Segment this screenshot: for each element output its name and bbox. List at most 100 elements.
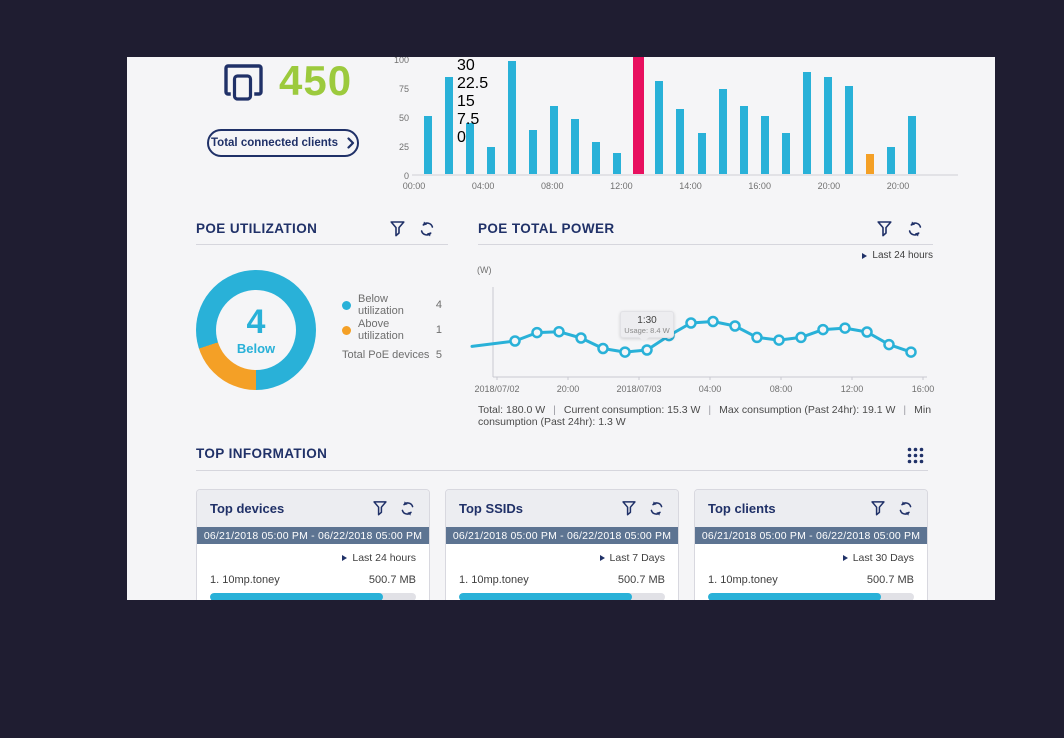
card-refresh-icon[interactable] [399, 500, 416, 517]
top-card-1: Top SSIDs 06/21/2018 05:00 PM - 06/22/201… [445, 489, 679, 600]
chevron-right-icon [347, 137, 355, 149]
donut-center: 4 Below [216, 290, 296, 370]
bar-8 [592, 141, 601, 174]
poe-total-power-refresh-icon[interactable] [906, 219, 926, 239]
stat-item: Current consumption: 15.3 W [563, 404, 701, 416]
data-point [597, 342, 609, 355]
data-point [707, 315, 719, 328]
poe-total-power-filter-icon[interactable] [876, 219, 896, 239]
poe-total-power-period-selector[interactable]: Last 24 hours [833, 250, 933, 261]
data-point [817, 323, 829, 336]
card-refresh-icon[interactable] [648, 500, 665, 517]
card-progress-track [210, 593, 416, 600]
power-x-tick: 16:00 [911, 384, 935, 394]
stats-separator: | [903, 404, 907, 416]
card-title: Top devices [210, 501, 285, 516]
power-y-tick: 22.5 [457, 75, 489, 92]
power-y-tick: 15 [457, 93, 475, 110]
power-chart-y-axis: 30 22.5 15 7.5 0 [457, 57, 488, 397]
card-entry-label: 1. 10mp.toney [708, 574, 778, 586]
power-x-tick: 12:00 [840, 384, 864, 394]
data-point [575, 332, 587, 344]
power-x-tick: 04:00 [698, 384, 722, 394]
donut-center-value: 4 [246, 302, 266, 341]
card-header: Top SSIDs [446, 490, 678, 527]
data-point [553, 325, 565, 338]
bar-10 [632, 57, 644, 174]
play-icon [842, 555, 848, 561]
bar-9 [613, 153, 622, 174]
card-entry-label: 1. 10mp.toney [459, 574, 529, 586]
card-progress-fill [708, 593, 882, 600]
dashboard-panel: 450 Total connected clients 100 75 50 25 0 0… [127, 57, 995, 600]
top-card-0: Top devices 06/21/2018 05:00 PM - 06/22/2… [196, 489, 430, 600]
total-connected-clients-label: Total connected clients [211, 137, 338, 149]
power-x-tick: 2018/07/03 [616, 384, 662, 394]
bar-3 [487, 147, 496, 174]
devices-icon [224, 64, 266, 107]
data-point [839, 322, 851, 334]
bar-19 [823, 76, 832, 174]
data-point [883, 338, 895, 351]
power-y-tick: 30 [457, 57, 475, 74]
data-point [729, 320, 741, 332]
grid-view-icon[interactable] [906, 445, 926, 465]
bar-2 [466, 122, 475, 174]
data-point [795, 331, 807, 344]
bar-12 [676, 109, 685, 174]
legend-item: Below utilization 4 [342, 293, 442, 317]
poe-total-power-stats: Total: 180.0 W | Current consumption: 15.3… [478, 404, 938, 428]
legend-count: 4 [435, 299, 442, 311]
connected-clients-count: 450 [279, 57, 353, 104]
poe-total-power-divider [478, 244, 933, 245]
poe-utilization-donut-chart: 4 Below [196, 270, 316, 390]
poe-utilization-refresh-icon[interactable] [418, 219, 438, 239]
card-filter-icon[interactable] [869, 500, 886, 517]
bar-y-tick: 0 [403, 171, 409, 181]
card-title: Top SSIDs [459, 501, 524, 516]
bar-4 [508, 61, 517, 174]
bar-13 [697, 133, 706, 174]
card-entry-value: 500.7 MB [866, 574, 914, 586]
card-body: Last 7 Days 1. 10mp.toney 500.7 MB [446, 544, 678, 600]
top-card-2: Top clients 06/21/2018 05:00 PM - 06/22/2… [694, 489, 928, 600]
card-progress-track [459, 593, 665, 600]
bar-0 [424, 116, 432, 174]
bar-17 [781, 133, 790, 174]
legend-label: Below utilization [358, 293, 404, 317]
card-period-selector[interactable]: Last 30 Days [708, 552, 914, 564]
donut-center-label: Below [236, 340, 276, 356]
card-filter-icon[interactable] [620, 500, 637, 517]
card-progress-fill [459, 593, 633, 600]
card-refresh-icon[interactable] [897, 500, 914, 517]
bar-x-tick: 14:00 [679, 181, 702, 191]
bar-18 [802, 71, 811, 174]
stats-separator: | [708, 404, 712, 416]
card-progress-fill [210, 593, 384, 600]
card-filter-icon[interactable] [371, 500, 388, 517]
bar-21 [865, 154, 874, 174]
power-x-tick: 20:00 [556, 384, 580, 394]
tooltip-time: 1:30 [637, 314, 657, 326]
card-date-range: 06/21/2018 05:00 PM - 06/22/2018 05:00 P… [695, 527, 927, 544]
legend-count: 5 [435, 349, 442, 361]
bar-x-tick: 20:00 [817, 181, 841, 191]
bar-23 [907, 116, 916, 174]
card-entry-label: 1. 10mp.toney [210, 574, 280, 586]
card-period-selector[interactable]: Last 24 hours [210, 552, 416, 564]
power-x-tick: 08:00 [769, 384, 793, 394]
chart-tooltip: 1:30 Usage: 8.4 W [620, 311, 674, 342]
legend-count: 1 [435, 324, 442, 336]
play-icon [342, 555, 348, 561]
card-period-label: Last 7 Days [609, 552, 665, 564]
bar-15 [739, 105, 748, 174]
top-information-cards: Top devices 06/21/2018 05:00 PM - 06/22/2… [196, 489, 928, 600]
card-period-selector[interactable]: Last 7 Days [459, 552, 665, 564]
bar-y-tick: 50 [398, 113, 409, 123]
data-point [641, 344, 653, 356]
play-icon [862, 252, 868, 259]
poe-utilization-filter-icon[interactable] [389, 219, 409, 239]
bar-6 [550, 105, 559, 174]
total-connected-clients-button[interactable]: Total connected clients [207, 129, 359, 157]
